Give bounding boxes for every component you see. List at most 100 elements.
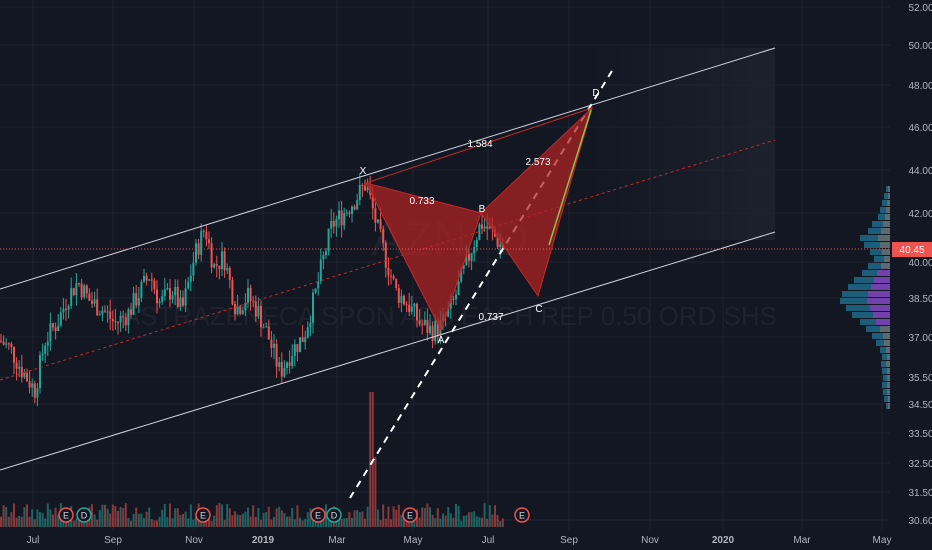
candle-body — [478, 224, 481, 240]
price-tick-label: 32.50 — [908, 459, 932, 470]
candle-body — [416, 303, 418, 321]
time-tick-label: Nov — [641, 535, 659, 546]
volume-bar — [494, 505, 496, 527]
profile-row — [884, 396, 890, 402]
volume-bar — [421, 507, 424, 527]
volume-bar — [171, 518, 174, 527]
candle-body — [322, 255, 325, 260]
volume-bar — [499, 520, 502, 527]
candle-body — [7, 343, 10, 345]
volume-bar — [166, 517, 169, 527]
candle-body — [387, 267, 390, 276]
candle-body — [62, 308, 65, 313]
candle-body — [18, 366, 21, 369]
volume-bar — [137, 513, 140, 527]
volume-bar — [234, 511, 236, 527]
dividend-marker[interactable]: D — [326, 507, 342, 523]
profile-row — [860, 319, 890, 325]
volume-bar — [418, 517, 421, 527]
volume-bar — [343, 518, 346, 527]
volume-bar — [429, 507, 431, 527]
volume-bar — [348, 512, 351, 527]
volume-bar — [455, 504, 457, 527]
volume-bar — [119, 506, 122, 527]
candle-body — [325, 251, 327, 256]
earnings-marker[interactable]: E — [402, 507, 418, 523]
volume-bar — [109, 513, 112, 527]
volume-bar — [140, 513, 143, 527]
profile-row-down — [886, 347, 890, 353]
candle-body — [340, 210, 343, 226]
harmonic-pattern[interactable]: X A B C D 0.733 0.737 1.584 2.573 — [360, 88, 600, 346]
candle-body — [166, 288, 169, 290]
pattern-xd-line — [365, 107, 593, 184]
candle-body — [338, 210, 340, 220]
candle-body — [171, 295, 174, 300]
profile-row — [876, 340, 890, 346]
profile-row — [870, 249, 890, 255]
volume-bar — [184, 511, 187, 527]
candle-body — [10, 343, 13, 347]
candle-body — [111, 318, 114, 322]
profile-row — [846, 305, 890, 311]
candle-body — [145, 275, 148, 281]
price-axis[interactable]: 52.00 50.00 48.00 46.00 44.00 42.00 40.00 38.50… — [908, 3, 932, 527]
candle-body — [244, 303, 247, 311]
profile-row — [860, 235, 890, 241]
price-tick-label: 35.50 — [908, 373, 932, 384]
candle-body — [52, 323, 54, 328]
profile-value-area — [876, 319, 890, 325]
volume-bar — [145, 511, 148, 527]
volume-bar — [462, 515, 465, 527]
volume-bar — [286, 516, 288, 527]
profile-row — [881, 361, 890, 367]
profile-row — [878, 214, 890, 220]
candle-body — [163, 289, 166, 296]
svg-text:E: E — [200, 511, 206, 521]
earnings-marker[interactable]: E — [195, 507, 211, 523]
candle-body — [452, 299, 455, 301]
volume-bar — [351, 517, 353, 527]
earnings-marker[interactable]: E — [58, 507, 74, 523]
candle-body — [470, 253, 473, 261]
volume-bar — [374, 457, 377, 527]
candle-body — [137, 298, 140, 306]
candle-body — [348, 212, 351, 214]
volume-bar — [403, 517, 405, 527]
profile-value-area — [877, 270, 890, 276]
candle-body — [254, 301, 257, 317]
volume-bar — [392, 506, 395, 527]
volume-bar — [239, 515, 242, 527]
pattern-triangle-bcd[interactable] — [480, 106, 593, 298]
volume-bar — [46, 503, 49, 527]
volume-bar — [356, 510, 359, 527]
volume-bar — [470, 512, 473, 527]
profile-row — [882, 368, 890, 374]
candle-body — [457, 281, 460, 295]
volume-bar — [405, 520, 408, 527]
candle-body — [449, 299, 452, 309]
volume-bar — [488, 505, 491, 527]
time-tick-label: Jul — [482, 535, 495, 546]
profile-row — [848, 284, 890, 290]
earnings-marker[interactable]: E — [310, 507, 326, 523]
candle-body — [278, 362, 281, 367]
volume-bar — [52, 514, 54, 527]
pattern-point-b: B — [479, 204, 486, 215]
dividend-marker[interactable]: D — [76, 507, 92, 523]
channel-lower-line[interactable] — [0, 231, 776, 471]
candle-body — [114, 321, 117, 323]
volume-bar — [10, 512, 13, 527]
volume-bar — [353, 510, 356, 527]
volume-bar — [36, 509, 39, 527]
time-axis[interactable]: Jul Sep Nov 2019 Mar May Jul Sep Nov 2020 Mar May — [27, 535, 892, 546]
volume-bar — [460, 520, 463, 527]
volume-bar — [226, 503, 229, 527]
pattern-triangle-xab[interactable] — [365, 182, 482, 332]
candle-body — [330, 220, 333, 229]
earnings-marker[interactable]: E — [514, 507, 530, 523]
volume-bar — [382, 504, 385, 527]
